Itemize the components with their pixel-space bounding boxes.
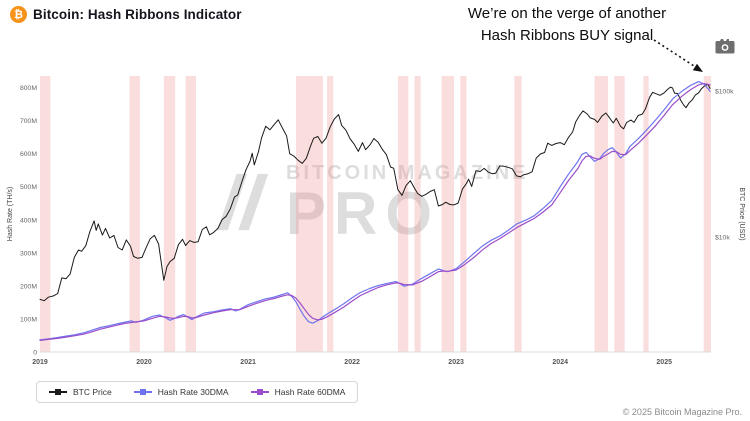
- buy-signal-band: [514, 76, 522, 352]
- buy-signal-annotation: We’re on the verge of another Hash Ribbo…: [428, 3, 706, 47]
- hashrate-30dma-line: [39, 81, 711, 341]
- y-left-tick-label: 200M: [20, 283, 37, 290]
- buy-signal-band: [614, 76, 625, 352]
- y-right-axis-title: BTC Price (USD): [738, 187, 745, 240]
- y-left-tick-label: 700M: [20, 118, 37, 125]
- btc-price-line: [39, 83, 711, 302]
- camera-icon: [715, 39, 735, 54]
- y-left-tick-label: 600M: [20, 151, 37, 158]
- y-left-axis-title: Hash Rate (TH/s): [7, 187, 14, 241]
- y-left-tick-label: 800M: [20, 85, 37, 92]
- y-right-tick-label: $10k: [715, 235, 730, 242]
- legend-label: BTC Price: [73, 387, 112, 397]
- buy-signal-band: [40, 76, 51, 352]
- bitcoin-logo-icon: ₿: [10, 6, 27, 23]
- hashrate-60dma-line: [39, 83, 711, 341]
- legend-marker-icon: [133, 389, 152, 395]
- buy-signal-band: [594, 76, 608, 352]
- x-tick-label: 2025: [656, 359, 672, 366]
- buy-signal-band: [397, 76, 409, 352]
- buy-signal-band: [460, 76, 467, 352]
- buy-signal-band: [185, 76, 196, 352]
- x-tick-label: 2019: [32, 359, 48, 366]
- legend-item[interactable]: Hash Rate 30DMA: [133, 387, 229, 397]
- y-left-tick-label: 0: [33, 350, 37, 357]
- buy-signal-band: [163, 76, 176, 352]
- x-tick-label: 2024: [552, 359, 568, 366]
- buy-signal-band: [327, 76, 334, 352]
- x-tick-label: 2023: [448, 359, 464, 366]
- chart-legend: BTC Price Hash Rate 30DMA Hash Rate 60DMA: [36, 381, 359, 403]
- buy-signal-band: [129, 76, 140, 352]
- legend-marker-icon: [49, 389, 67, 395]
- page-title: Bitcoin: Hash Ribbons Indicator: [33, 7, 242, 22]
- y-left-tick-label: 300M: [20, 250, 37, 257]
- copyright-text: © 2025 Bitcoin Magazine Pro.: [622, 407, 742, 417]
- annotation-line-2: Hash Ribbons BUY signal: [480, 26, 654, 44]
- header: ₿ Bitcoin: Hash Ribbons Indicator: [10, 6, 242, 23]
- buy-signal-band: [643, 76, 649, 352]
- buy-signal-band: [703, 76, 711, 352]
- legend-label: Hash Rate 60DMA: [274, 387, 346, 397]
- legend-item[interactable]: Hash Rate 60DMA: [250, 387, 346, 397]
- y-right-tick-label: $100k: [715, 89, 734, 96]
- annotation-line-1: We’re on the verge of another: [467, 5, 667, 22]
- x-tick-label: 2021: [240, 359, 256, 366]
- legend-label: Hash Rate 30DMA: [157, 387, 229, 397]
- buy-signal-band: [441, 76, 455, 352]
- camera-export-button[interactable]: [712, 36, 738, 58]
- buy-signal-band: [295, 76, 323, 352]
- legend-marker-icon: [250, 389, 269, 395]
- y-left-tick-label: 500M: [20, 184, 37, 191]
- legend-item[interactable]: BTC Price: [49, 387, 112, 397]
- x-tick-label: 2020: [136, 359, 152, 366]
- x-tick-label: 2022: [344, 359, 360, 366]
- y-left-tick-label: 100M: [20, 316, 37, 323]
- buy-signal-band: [414, 76, 421, 352]
- y-left-tick-label: 400M: [20, 217, 37, 224]
